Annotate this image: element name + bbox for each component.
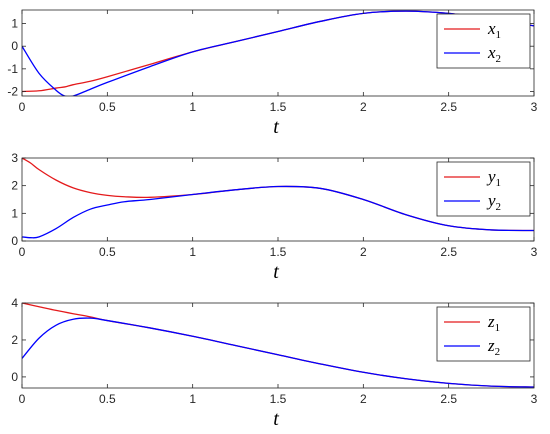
x-tick-label: 2.5	[440, 100, 457, 114]
x-tick-label: 0.5	[99, 100, 116, 114]
legend-label: y2	[486, 191, 501, 213]
y-tick-label: 3	[11, 151, 18, 165]
x-tick-label: 2	[360, 392, 367, 406]
x-tick-label: 0	[19, 245, 26, 259]
x-tick-label: 1.5	[270, 100, 287, 114]
x-tick-label: 0.5	[99, 245, 116, 259]
y-tick-label: 0	[11, 370, 18, 384]
legend-label: z2	[487, 336, 500, 358]
x-tick-label: 2	[360, 245, 367, 259]
legend-box	[436, 161, 531, 217]
series-line-y2	[22, 185, 534, 239]
x-axis-label: t	[273, 261, 279, 283]
x-tick-label: 0	[19, 100, 26, 114]
legend-label: x1	[487, 19, 501, 41]
y-tick-label: 1	[11, 17, 18, 31]
x-tick-label: 1.5	[270, 245, 287, 259]
x-tick-label: 0.5	[99, 392, 116, 406]
legend-label: z1	[487, 312, 500, 334]
y-tick-label: 0	[11, 234, 18, 248]
series-line-z2	[22, 317, 534, 388]
y-tick-label: 2	[11, 179, 18, 193]
x-axis-label: t	[273, 408, 279, 430]
x-tick-label: 3	[531, 245, 538, 259]
x-tick-label: 1	[189, 392, 196, 406]
y-tick-label: 1	[11, 206, 18, 220]
x-tick-label: 2	[360, 100, 367, 114]
x-tick-label: 3	[531, 100, 538, 114]
x-tick-label: 1	[189, 100, 196, 114]
y-tick-label: -2	[7, 84, 18, 98]
x-tick-label: 3	[531, 392, 538, 406]
x-axis-label: t	[273, 116, 279, 138]
legend-label: y1	[486, 167, 501, 189]
y-tick-label: 0	[11, 39, 18, 53]
x-tick-label: 1.5	[270, 392, 287, 406]
legend-box	[436, 306, 531, 362]
y-tick-label: -1	[7, 62, 18, 76]
legend-label: x2	[487, 43, 501, 65]
y-tick-label: 4	[11, 296, 18, 310]
x-tick-label: 2.5	[440, 392, 457, 406]
series-line-x2	[22, 10, 534, 96]
y-tick-label: 2	[11, 333, 18, 347]
x-tick-label: 1	[189, 245, 196, 259]
x-tick-label: 0	[19, 392, 26, 406]
legend-box	[436, 13, 531, 69]
x-tick-label: 2.5	[440, 245, 457, 259]
